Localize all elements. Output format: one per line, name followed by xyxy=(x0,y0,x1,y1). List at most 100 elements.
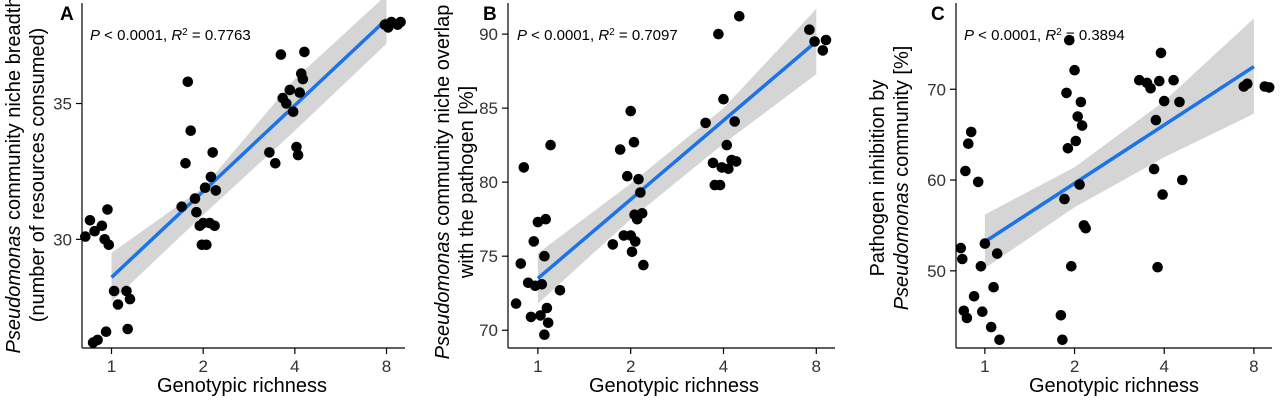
data-point-c-43 xyxy=(1177,174,1188,186)
regression-line-b xyxy=(536,40,818,280)
data-point-c-3 xyxy=(960,165,971,177)
data-point-b-15 xyxy=(545,139,556,151)
data-point-c-28 xyxy=(1076,120,1088,131)
points-b xyxy=(510,10,832,341)
y-axis-label-a-line2: (number of resources consumed) xyxy=(27,28,49,323)
y-axis-label-c-line2: Pseudomonas community [%] xyxy=(891,46,913,311)
data-point-c-38 xyxy=(1155,47,1167,59)
data-point-a-31 xyxy=(264,147,275,158)
confidence-band-a xyxy=(111,0,387,302)
data-point-a-43 xyxy=(299,46,310,58)
x-tick-label-a-2: 2 xyxy=(198,357,207,376)
fit-line-b xyxy=(536,40,818,280)
y-tick-label-c-60: 60 xyxy=(927,171,946,190)
data-point-c-34 xyxy=(1148,163,1160,175)
data-point-a-18 xyxy=(185,125,196,136)
data-point-c-22 xyxy=(1066,261,1077,272)
y-ticks-b: 70 75 80 85 90 xyxy=(479,25,508,340)
data-point-c-11 xyxy=(979,238,991,249)
y-tick-label-a-30: 30 xyxy=(53,230,72,249)
data-point-a-14 xyxy=(92,334,103,346)
data-point-c-39 xyxy=(1157,189,1168,200)
data-point-b-35 xyxy=(713,28,724,40)
data-point-a-9 xyxy=(121,285,132,297)
data-point-c-26 xyxy=(1074,179,1085,190)
panel-label-a: A xyxy=(60,4,74,25)
x-axis-label-c: Genotypic richness xyxy=(1029,375,1199,397)
regression-line-a xyxy=(110,18,388,279)
data-point-c-6 xyxy=(965,126,977,138)
data-point-b-30 xyxy=(638,259,649,271)
fit-line-a xyxy=(110,18,388,279)
x-tick-label-b-8: 8 xyxy=(812,357,821,376)
data-point-b-48 xyxy=(820,34,832,46)
data-point-c-33 xyxy=(1145,83,1156,94)
data-point-b-42 xyxy=(729,116,740,127)
stats-a: P < 0.0001, R2 = 0.7763 xyxy=(90,27,251,45)
x-tick-label-a-4: 4 xyxy=(290,357,299,376)
y-tick-label-c-70: 70 xyxy=(927,80,946,99)
data-point-a-42 xyxy=(297,73,309,85)
x-tick-label-c-8: 8 xyxy=(1249,357,1258,376)
data-point-b-29 xyxy=(636,208,648,219)
data-point-a-27 xyxy=(207,147,218,158)
y-ticks-a: 30 35 xyxy=(53,95,82,249)
data-point-a-32 xyxy=(270,158,281,169)
data-point-b-21 xyxy=(625,105,636,117)
ci-band-a xyxy=(111,0,387,302)
data-point-a-5 xyxy=(102,204,113,215)
data-point-a-16 xyxy=(180,158,191,169)
data-point-b-27 xyxy=(633,173,644,185)
data-point-b-9 xyxy=(536,279,548,290)
data-point-b-36 xyxy=(714,179,726,191)
panel-label-c: C xyxy=(931,4,945,25)
x-tick-label-a-1: 1 xyxy=(107,357,116,376)
data-point-a-7 xyxy=(108,285,120,297)
data-point-a-30 xyxy=(199,182,211,193)
y-tick-label-c-50: 50 xyxy=(927,262,946,281)
data-point-a-33 xyxy=(275,49,287,60)
data-point-c-24 xyxy=(1070,135,1082,147)
x-tick-label-c-1: 1 xyxy=(980,357,989,376)
x-tick-label-a-8: 8 xyxy=(382,357,391,376)
confidence-band-c xyxy=(984,18,1254,269)
data-point-c-10 xyxy=(977,306,988,318)
points-c xyxy=(955,34,1275,346)
data-point-b-40 xyxy=(723,163,734,175)
x-tick-label-b-1: 1 xyxy=(533,357,542,376)
data-point-b-13 xyxy=(542,317,554,329)
x-tick-label-b-2: 2 xyxy=(626,357,635,376)
data-point-b-17 xyxy=(607,239,619,250)
data-point-c-41 xyxy=(1168,74,1179,86)
y-tick-label-b-70: 70 xyxy=(479,321,498,340)
y-axis-label-a-line1: Pseudomonas community niche breadth xyxy=(3,0,25,353)
points-a xyxy=(80,16,406,348)
data-point-c-47 xyxy=(1263,82,1275,93)
data-point-a-0 xyxy=(80,231,91,242)
y-tick-label-b-80: 80 xyxy=(479,173,498,192)
data-point-c-36 xyxy=(1152,261,1163,273)
data-point-b-32 xyxy=(700,117,711,129)
data-point-c-27 xyxy=(1075,96,1087,108)
data-point-a-36 xyxy=(284,84,296,96)
data-point-c-19 xyxy=(1061,87,1072,99)
data-point-c-35 xyxy=(1150,114,1162,126)
x-ticks-c: 1 2 4 8 xyxy=(980,348,1259,376)
y-axis-label-b-line1: Pseudomonas community niche overlap xyxy=(432,5,454,360)
data-point-b-0 xyxy=(510,298,522,309)
data-point-a-28 xyxy=(209,220,220,232)
data-point-c-21 xyxy=(1064,34,1075,46)
data-point-b-46 xyxy=(809,36,820,47)
y-tick-label-a-35: 35 xyxy=(53,95,72,114)
fit-line-c xyxy=(983,65,1255,244)
data-point-b-47 xyxy=(817,45,829,56)
stats-b: P < 0.0001, R2 = 0.7097 xyxy=(517,27,678,45)
data-point-c-20 xyxy=(1062,143,1074,154)
data-point-a-20 xyxy=(191,206,202,218)
data-point-a-12 xyxy=(100,326,112,338)
ci-band-c xyxy=(984,18,1254,269)
data-point-b-4 xyxy=(525,311,537,323)
data-point-c-5 xyxy=(963,138,974,149)
data-point-c-12 xyxy=(985,321,997,333)
data-point-b-38 xyxy=(718,93,729,105)
